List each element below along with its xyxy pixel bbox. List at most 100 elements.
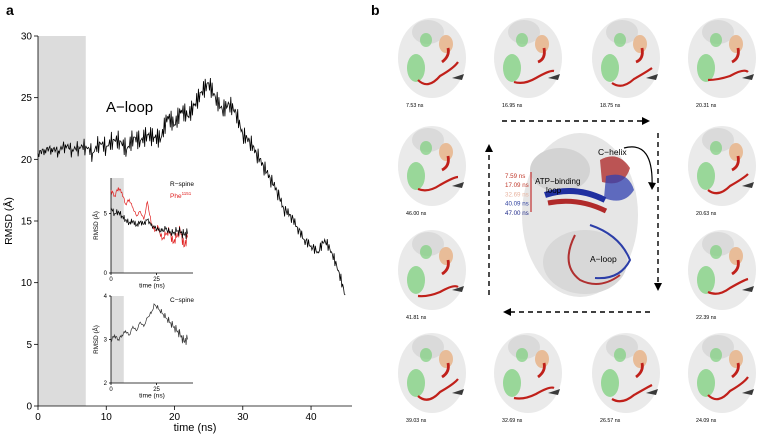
activation-loop [513, 386, 555, 400]
green-spine [503, 54, 521, 82]
snapshot: 16.95 ns [494, 18, 562, 109]
n-lobe [702, 128, 734, 152]
green-spine-top [710, 245, 722, 259]
beta-strand [742, 182, 754, 188]
beta-strand [548, 74, 560, 80]
green-spine-top [420, 348, 432, 362]
inset-legend-entry: C−spine [170, 297, 194, 304]
y-tick-label: 3 [104, 338, 108, 344]
annotation-a-loop: A−loop [106, 99, 153, 116]
n-lobe [412, 128, 444, 152]
beta-strand [742, 74, 754, 80]
tan-spine [729, 143, 743, 161]
green-spine-top [710, 141, 722, 155]
snapshot-time-label: 41.81 ns [406, 315, 427, 321]
label-atp-loop-1: ATP−binding [535, 177, 580, 186]
snapshot: 46.00 ns [398, 126, 466, 217]
n-lobe [606, 335, 638, 359]
series-line [110, 303, 188, 345]
central-overlay-structure: C−helix ATP−binding loop A−loop 7.59 ns 1… [505, 133, 656, 297]
green-spine-top [614, 33, 626, 47]
tan-spine [729, 350, 743, 368]
green-spine [697, 54, 715, 82]
label-a-loop-center: A−loop [590, 254, 617, 264]
snapshot: 22.39 ns [688, 230, 756, 321]
snapshot: 24.09 ns [688, 333, 756, 424]
y-tick-label: 4 [104, 294, 108, 300]
x-tick-label: 30 [237, 412, 249, 423]
snapshot: 41.81 ns [398, 230, 466, 321]
arrowhead-right [642, 117, 650, 125]
c-helix-segment [441, 362, 450, 379]
beta-strand [742, 286, 754, 292]
c-helix-segment [635, 362, 644, 379]
green-spine [407, 54, 425, 82]
tan-spine [633, 350, 647, 368]
snapshot-time-label: 20.31 ns [696, 103, 717, 109]
green-spine-top [710, 348, 722, 362]
x-tick-label: 25 [153, 387, 160, 393]
green-spine-top [420, 33, 432, 47]
green-spine [697, 266, 715, 294]
snapshot: 39.03 ns [398, 333, 466, 424]
atp-loop-blue [544, 188, 607, 203]
c-helix-segment [635, 47, 644, 64]
a-loop-blue [589, 224, 632, 280]
green-spine [407, 369, 425, 397]
c-helix-segment [441, 155, 450, 172]
inset-legend-entry: R−spine [170, 181, 194, 188]
activation-loop [707, 277, 749, 295]
inset-legend-entry: Phe1151 [170, 191, 192, 200]
n-lobe [606, 20, 638, 44]
x-axis-label: time (ns) [174, 422, 217, 434]
panel-b-letter: b [371, 2, 380, 18]
tan-spine [633, 35, 647, 53]
c-helix-segment [537, 47, 546, 64]
green-spine [697, 369, 715, 397]
snapshot-time-label: 24.09 ns [696, 418, 717, 424]
activation-loop [707, 69, 749, 82]
beta-strand [646, 74, 658, 80]
c-helix-segment [731, 47, 740, 64]
x-tick-label: 0 [109, 387, 113, 393]
x-tick-label: 0 [109, 277, 113, 283]
time-legend: 7.59 ns 17.09 ns 32.69 ns 40.09 ns 47.00 ns [505, 173, 529, 217]
snapshot-time-label: 22.39 ns [696, 315, 717, 321]
n-lobe [508, 20, 540, 44]
green-spine-top [516, 348, 528, 362]
x-tick-label: 0 [35, 412, 41, 423]
activation-loop [417, 61, 459, 86]
c-helix-arrow [623, 146, 653, 189]
snapshot: 26.57 ns [592, 333, 660, 424]
snapshot-time-label: 7.53 ns [406, 103, 424, 109]
snapshot-time-label: 26.57 ns [600, 418, 621, 424]
tan-spine [535, 35, 549, 53]
activation-loop [611, 67, 653, 87]
panel-a-letter: a [6, 2, 14, 18]
c-helix-segment [731, 362, 740, 379]
y-tick-label: 5 [26, 340, 32, 351]
n-lobe [508, 335, 540, 359]
time-legend-entry: 32.69 ns [505, 191, 529, 198]
x-axis-label: time (ns) [139, 283, 165, 290]
inset-c-spine-chart: 0 25 2 3 4 time (ns) RMSD (Å) C−spine [91, 294, 194, 400]
green-spine [407, 266, 425, 294]
snapshot-time-label: 20.63 ns [696, 211, 717, 217]
x-tick-label: 20 [169, 412, 181, 423]
x-tick-label: 40 [305, 412, 317, 423]
activation-loop [417, 378, 459, 401]
series-line [110, 187, 188, 248]
snapshot: 32.69 ns [494, 333, 562, 424]
beta-strand [452, 389, 464, 395]
arrowhead-left [503, 308, 511, 316]
y-tick-label: 15 [21, 217, 33, 228]
c-helix-segment [731, 259, 740, 276]
green-spine-top [420, 141, 432, 155]
tan-spine [439, 35, 453, 53]
series-line [110, 207, 188, 240]
activation-loop [513, 69, 555, 84]
snapshot: 7.53 ns [398, 18, 466, 109]
activation-loop [611, 384, 653, 403]
tan-spine [439, 247, 453, 265]
